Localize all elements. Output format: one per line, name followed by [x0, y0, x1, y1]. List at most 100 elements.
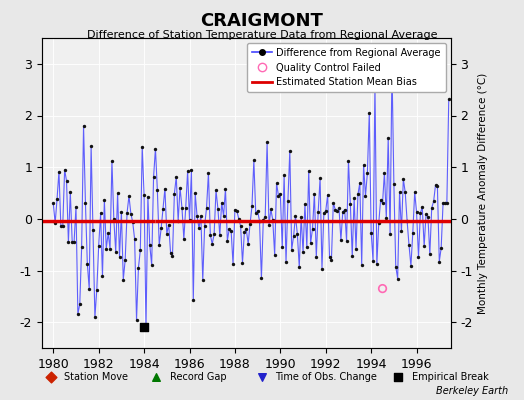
Point: [201, 222, 209, 229]
Point: [261, 214, 269, 220]
Point: [146, 242, 154, 248]
Point: [424, 214, 432, 220]
Point: [323, 191, 332, 198]
Point: [142, 324, 150, 330]
Point: [269, 217, 277, 223]
Point: [354, 191, 362, 198]
Point: [210, 231, 219, 238]
Point: [384, 134, 392, 141]
Point: [320, 210, 328, 216]
Point: [369, 258, 377, 264]
Point: [85, 286, 93, 292]
Point: [394, 374, 402, 380]
Point: [136, 247, 145, 254]
Point: [303, 244, 311, 250]
Point: [121, 257, 129, 263]
Point: [60, 167, 69, 173]
Point: [193, 213, 201, 219]
Point: [407, 262, 415, 269]
Point: [195, 225, 203, 231]
Point: [196, 213, 205, 219]
Point: [265, 222, 273, 228]
Point: [53, 196, 61, 202]
Text: Station Move: Station Move: [64, 372, 128, 382]
Point: [391, 264, 400, 270]
Point: [162, 230, 171, 237]
Point: [293, 231, 301, 238]
Point: [238, 260, 247, 266]
Point: [314, 208, 322, 215]
Point: [357, 262, 366, 268]
Point: [249, 157, 258, 164]
Point: [113, 190, 122, 196]
Point: [397, 228, 406, 234]
Text: Empirical Break: Empirical Break: [412, 372, 488, 382]
Point: [346, 201, 355, 207]
Point: [380, 170, 389, 176]
Point: [117, 209, 126, 216]
Point: [429, 198, 438, 205]
Point: [335, 205, 343, 211]
Point: [365, 110, 374, 116]
Point: [263, 139, 271, 146]
Point: [152, 374, 160, 380]
Point: [272, 180, 281, 187]
Point: [51, 220, 59, 226]
Point: [64, 239, 73, 245]
Point: [318, 266, 326, 272]
Point: [425, 251, 434, 258]
Point: [151, 145, 160, 152]
Point: [422, 211, 430, 217]
Point: [410, 189, 419, 196]
Point: [414, 254, 423, 261]
Point: [68, 239, 77, 245]
Point: [259, 216, 267, 223]
Point: [283, 198, 292, 204]
Point: [66, 189, 74, 195]
Point: [248, 203, 256, 210]
Point: [49, 200, 58, 207]
Point: [227, 228, 235, 234]
Point: [435, 258, 443, 265]
Point: [373, 261, 381, 268]
Point: [361, 193, 369, 199]
Point: [140, 324, 148, 330]
Point: [94, 243, 103, 249]
Point: [119, 276, 127, 283]
Point: [229, 261, 237, 268]
Point: [231, 206, 239, 213]
Point: [301, 201, 309, 207]
Point: [255, 218, 264, 224]
Point: [149, 174, 158, 180]
Point: [176, 184, 184, 191]
Point: [168, 253, 177, 259]
Point: [371, 81, 379, 88]
Point: [382, 215, 390, 221]
Point: [276, 191, 285, 198]
Point: [270, 252, 279, 258]
Point: [394, 275, 402, 282]
Point: [333, 208, 341, 214]
Point: [308, 226, 316, 232]
Point: [433, 183, 442, 189]
Point: [412, 209, 421, 215]
Point: [267, 206, 275, 213]
Point: [310, 190, 319, 197]
Point: [81, 200, 90, 206]
Point: [395, 189, 403, 195]
Point: [221, 186, 230, 192]
Point: [127, 210, 135, 217]
Point: [102, 246, 111, 252]
Point: [297, 214, 305, 220]
Point: [138, 144, 146, 150]
Point: [307, 240, 315, 246]
Point: [147, 262, 156, 268]
Point: [233, 208, 241, 214]
Point: [134, 265, 143, 271]
Point: [286, 148, 294, 154]
Point: [157, 225, 165, 232]
Point: [327, 256, 335, 263]
Point: [206, 232, 214, 238]
Point: [356, 180, 364, 186]
Point: [367, 229, 375, 236]
